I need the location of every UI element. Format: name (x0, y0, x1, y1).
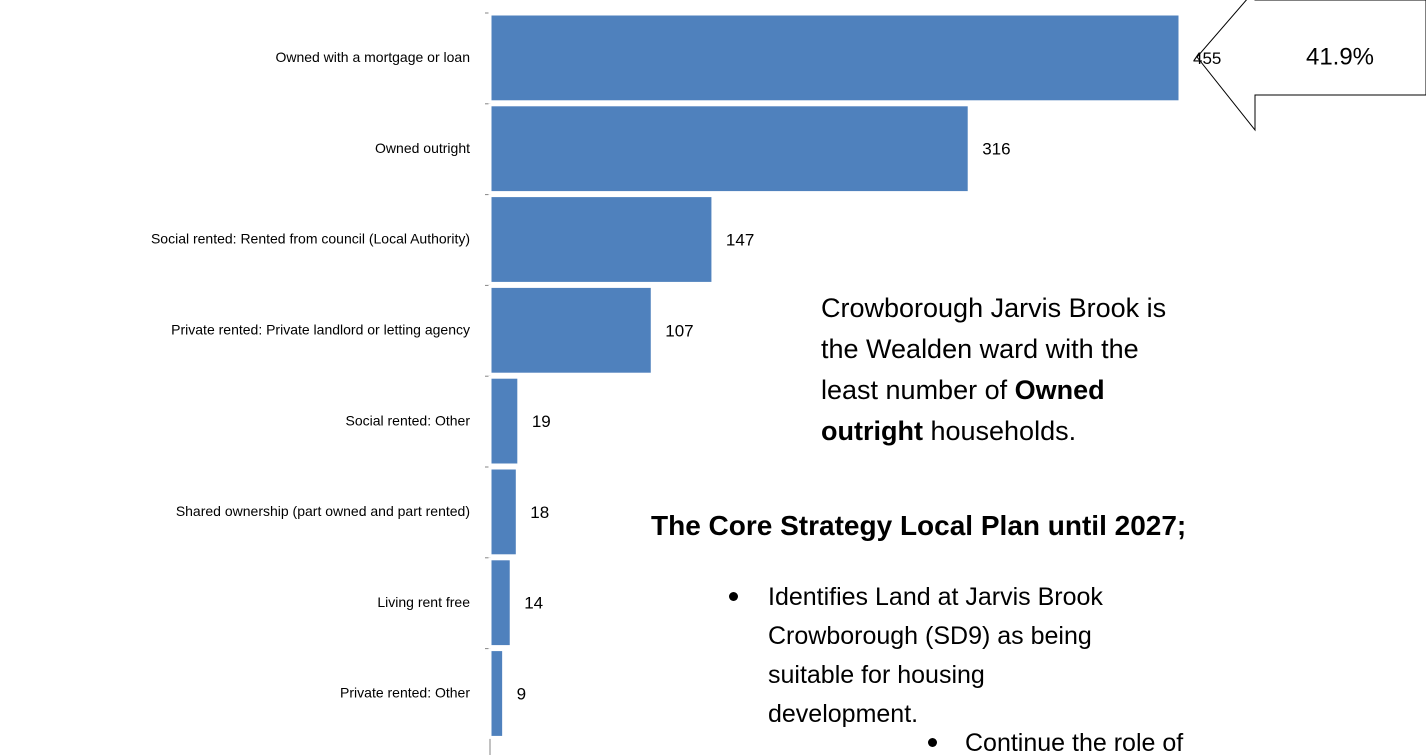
bullet-text: Continue the role of (965, 729, 1184, 755)
y-tick-label: Private rented: Private landlord or lett… (171, 322, 470, 338)
data-label: 147 (726, 230, 754, 249)
y-tick-label: Owned outright (375, 140, 470, 156)
bar (488, 466, 519, 558)
bar (488, 103, 971, 195)
bar (488, 194, 715, 285)
text: Crowborough Jarvis Brook is the Wealden … (821, 293, 1167, 405)
bullet (729, 592, 738, 601)
data-label: 14 (524, 594, 543, 613)
data-label: 107 (665, 321, 693, 340)
text: households. (922, 416, 1077, 446)
emphasis: Owned outright (821, 375, 1105, 446)
bar (488, 648, 506, 739)
data-label: 316 (982, 140, 1010, 159)
data-label: 455 (1193, 49, 1221, 68)
callout-text: 41.9% (1306, 43, 1374, 70)
bullet-text: Identifies Land at Jarvis Brook Crowboro… (768, 583, 1103, 728)
bar (488, 557, 513, 649)
bullet (928, 738, 937, 747)
bar (488, 284, 654, 376)
data-label: 9 (517, 684, 526, 703)
y-tick-label: Social rented: Rented from council (Loca… (151, 231, 470, 247)
y-tick-label: Owned with a mortgage or loan (275, 49, 470, 65)
data-label: 19 (532, 412, 551, 431)
y-tick-label: Living rent free (377, 594, 470, 610)
bar (488, 12, 1182, 104)
y-tick-label: Private rented: Other (340, 685, 470, 701)
y-tick-label: Shared ownership (part owned and part re… (176, 503, 470, 519)
bar (488, 375, 521, 467)
data-label: 18 (530, 503, 549, 522)
summary-text: Crowborough Jarvis Brook is the Wealden … (821, 288, 1181, 452)
callout-arrow (1196, 0, 1426, 132)
heading: The Core Strategy Local Plan until 2027; (651, 510, 1187, 541)
y-tick-label: Social rented: Other (345, 412, 470, 428)
